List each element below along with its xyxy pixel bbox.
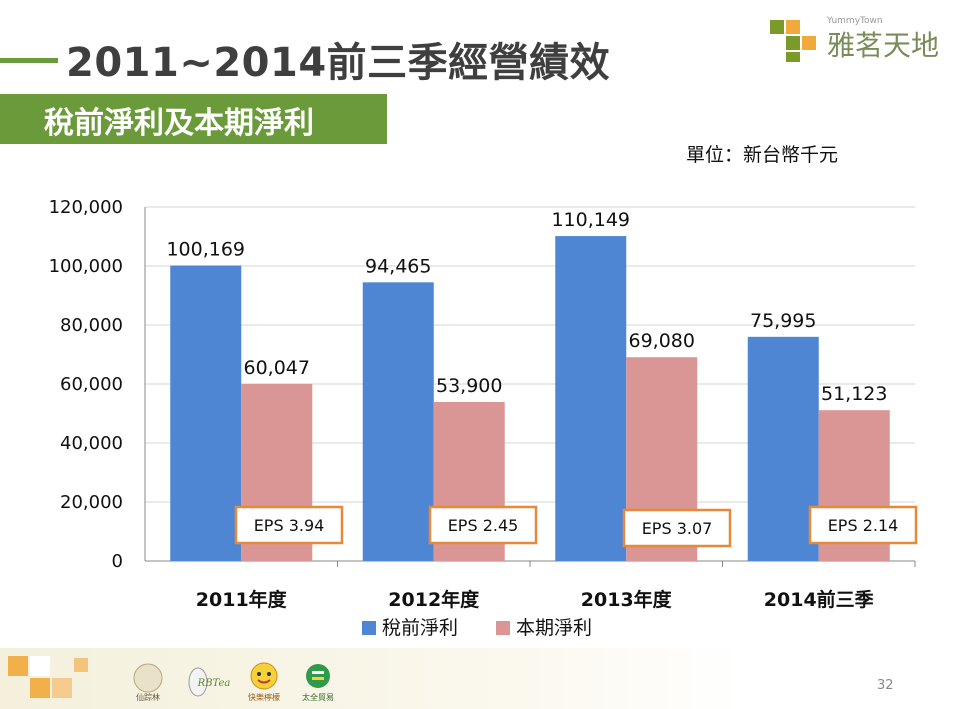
bar-pretax-0 bbox=[170, 265, 242, 561]
page-number: 32 bbox=[877, 678, 894, 693]
slide-title: 2011~2014前三季經營績效 bbox=[66, 40, 611, 86]
svg-text:太全貿易: 太全貿易 bbox=[302, 692, 334, 702]
y-tick-label: 0 bbox=[112, 551, 123, 572]
footer-logo-icon bbox=[8, 656, 88, 698]
bar-pretax-1 bbox=[362, 282, 434, 561]
brand-happy-lemon-icon: 快樂檸檬 bbox=[248, 662, 280, 702]
eps-label: EPS 2.14 bbox=[828, 516, 899, 535]
legend-swatch bbox=[496, 621, 510, 635]
unit-label: 單位：新台幣千元 bbox=[686, 144, 839, 166]
data-label: 53,900 bbox=[436, 375, 502, 397]
data-label: 94,465 bbox=[365, 255, 431, 277]
y-tick-label: 100,000 bbox=[49, 256, 123, 277]
title-accent-line bbox=[0, 58, 58, 63]
y-tick-label: 20,000 bbox=[60, 492, 123, 513]
svg-text:快樂檸檬: 快樂檸檬 bbox=[248, 692, 280, 702]
eps-box bbox=[808, 505, 918, 545]
svg-text:RBTea: RBTea bbox=[197, 678, 231, 689]
brand-rbtea-icon: RBTea bbox=[188, 667, 231, 697]
y-tick-label: 40,000 bbox=[60, 433, 123, 454]
brand-xianzonglin-icon: 仙踪林 bbox=[133, 663, 163, 702]
logo-tagline: YummyTown bbox=[827, 16, 883, 26]
legend-label: 本期淨利 bbox=[516, 617, 592, 639]
footer-band bbox=[0, 648, 745, 709]
subtitle-banner bbox=[0, 94, 387, 144]
svg-text:仙踪林: 仙踪林 bbox=[136, 692, 160, 702]
eps-label: EPS 3.07 bbox=[642, 519, 713, 538]
eps-box bbox=[622, 508, 732, 548]
x-tick-label: 2014前三季 bbox=[764, 588, 874, 611]
legend-swatch bbox=[362, 621, 376, 635]
y-tick-label: 60,000 bbox=[60, 374, 123, 395]
x-tick-label: 2011年度 bbox=[196, 588, 288, 611]
data-label: 69,080 bbox=[629, 330, 695, 352]
data-label: 75,995 bbox=[750, 310, 816, 332]
y-tick-label: 120,000 bbox=[49, 197, 123, 218]
data-label: 100,169 bbox=[166, 239, 245, 261]
data-label: 110,149 bbox=[551, 209, 630, 231]
brand-taiquan-trading-icon: 太全貿易 bbox=[302, 664, 334, 702]
eps-box bbox=[234, 505, 344, 545]
x-tick-label: 2012年度 bbox=[388, 588, 480, 611]
bar-pretax-3 bbox=[747, 336, 819, 561]
eps-label: EPS 2.45 bbox=[448, 516, 519, 535]
y-tick-label: 80,000 bbox=[60, 315, 123, 336]
data-label: 60,047 bbox=[244, 357, 310, 379]
eps-box bbox=[428, 505, 538, 545]
eps-label: EPS 3.94 bbox=[254, 516, 325, 535]
x-tick-label: 2013年度 bbox=[581, 588, 673, 611]
bar-pretax-2 bbox=[555, 236, 627, 561]
logo-text: 雅茗天地 bbox=[827, 29, 940, 62]
data-label: 51,123 bbox=[821, 383, 887, 405]
legend-label: 稅前淨利 bbox=[382, 617, 458, 639]
slide-subtitle: 稅前淨利及本期淨利 bbox=[44, 106, 314, 141]
yummytown-logo-icon bbox=[770, 20, 816, 62]
